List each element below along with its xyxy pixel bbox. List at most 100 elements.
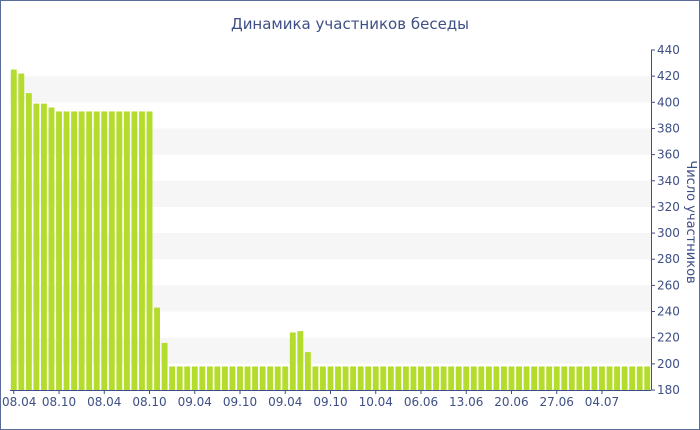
bar [591,366,598,390]
y-tick-label: 400 [657,95,680,109]
bar [402,366,409,390]
bar [599,366,605,390]
bar [184,366,191,390]
bar [297,331,304,390]
bar [199,366,206,390]
bar [508,366,515,390]
x-tick-label: 13.06 [449,395,483,409]
bar [561,366,568,390]
bar [267,366,274,390]
bar [40,103,47,391]
bar [56,111,62,391]
bar [108,111,115,391]
bar [493,366,500,390]
bar [123,111,130,391]
bar [410,366,417,390]
bar [531,366,538,390]
y-tick-label: 440 [657,43,680,57]
bar [146,111,153,391]
bar [18,73,25,390]
x-tick-label: 08.10 [132,395,166,409]
bar [523,366,530,390]
bar [48,107,55,390]
bar [350,366,357,390]
bar [71,111,78,391]
x-tick-labels: 08.04 08.10 08.04 08.10 09.04 09.10 09.04 09.10… [2,395,619,409]
y-tick-label: 300 [657,226,680,240]
bar [516,366,522,390]
x-tick-label: 06.06 [404,395,438,409]
bar [576,366,583,390]
bar [312,366,319,390]
bar [244,366,251,390]
bar [169,366,176,390]
bar [621,366,628,390]
bar [154,307,160,390]
bar [63,111,70,391]
bar [395,366,402,390]
y-tick-label: 180 [657,383,680,397]
bar [93,111,100,391]
bar [433,366,440,390]
bar [221,366,228,390]
y-tick-label: 220 [657,331,680,345]
x-tick-label: 04.07 [585,395,619,409]
bar [259,366,266,390]
bar [191,366,198,390]
bar [139,111,145,391]
bar [455,366,462,390]
bar [78,111,85,391]
bar [304,352,311,390]
bar [501,366,507,390]
bar [387,366,394,390]
bar [33,103,40,391]
bar [365,366,372,390]
bar [418,366,424,390]
bar [131,111,138,391]
x-tick-label: 08.10 [42,395,76,409]
bar [161,342,168,390]
bar [553,366,560,390]
bar [448,366,455,390]
x-tick-label: 09.04 [268,395,302,409]
y-tick-label: 260 [657,278,680,292]
grid-band [10,76,651,103]
bar [214,366,221,390]
bar [636,366,643,390]
bar [568,366,575,390]
x-tick-label: 08.04 [87,395,121,409]
axes [10,49,655,394]
bar [320,366,326,390]
chart-title: Динамика участников беседы [231,15,469,33]
bar [289,332,296,390]
bar [335,366,341,390]
x-tick-label: 27.06 [540,395,574,409]
bar [629,366,636,390]
bar [470,366,477,390]
bar [342,366,349,390]
y-tick-label: 420 [657,69,680,83]
y-tick-label: 340 [657,174,680,188]
bar [10,69,17,391]
y-tick-label: 320 [657,200,680,214]
bar [101,111,108,391]
x-tick-label: 09.10 [223,395,257,409]
bar [176,366,183,390]
y-tick-label: 380 [657,121,680,135]
bar [380,366,387,390]
bar [463,366,470,390]
bar [282,366,289,390]
bar [237,366,243,390]
bar [583,366,590,390]
bar [440,366,447,390]
y-tick-label: 360 [657,148,680,162]
bar [606,366,613,390]
bar-series [10,69,651,391]
bar [327,366,334,390]
bar [644,366,651,390]
bar [546,366,553,390]
bar [252,366,259,390]
bar [274,366,281,390]
bar [485,366,492,390]
y-tick-label: 200 [657,357,680,371]
